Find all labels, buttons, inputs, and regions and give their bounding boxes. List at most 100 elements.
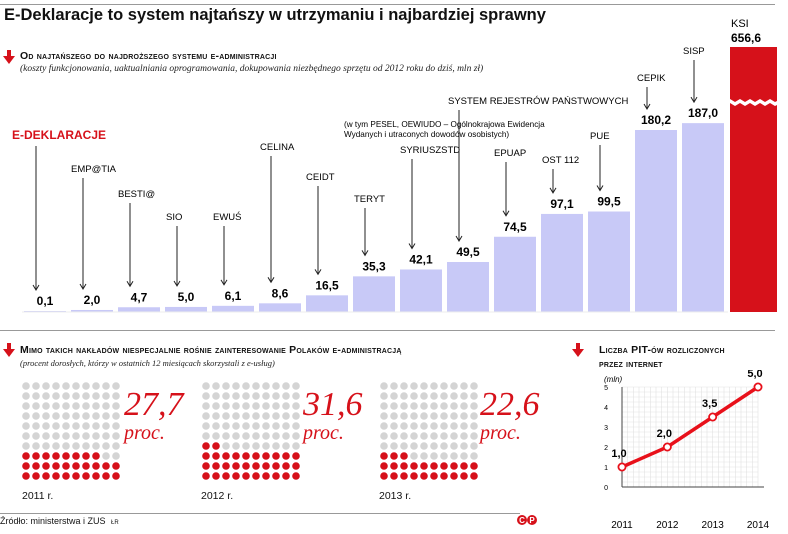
bar-category-label: CEIDT: [306, 172, 335, 183]
leader-arrow: [314, 269, 322, 276]
y-tick-label: 5: [604, 385, 608, 392]
dot-empty: [52, 422, 60, 430]
data-point: [708, 412, 718, 422]
dot-empty: [272, 432, 280, 440]
bar: [212, 305, 254, 312]
bar-annotation-line1: (w tym PESEL, OEWIUDO – Ogólnokrajowa Ew…: [344, 120, 545, 129]
dot-filled: [252, 472, 260, 480]
dot-empty: [232, 392, 240, 400]
dot-filled: [202, 462, 210, 470]
dot-empty: [380, 382, 388, 390]
dot-empty: [460, 452, 468, 460]
dot-filled: [212, 462, 220, 470]
dot-empty: [32, 382, 40, 390]
bar: [541, 213, 583, 312]
leader-arrow: [126, 280, 134, 288]
dot-empty: [430, 442, 438, 450]
dot-filled: [292, 462, 300, 470]
dot-empty: [222, 412, 230, 420]
dot-empty: [380, 432, 388, 440]
dot-filled: [242, 462, 250, 470]
dot-empty: [52, 402, 60, 410]
dot-empty: [252, 442, 260, 450]
dot-empty: [292, 382, 300, 390]
dot-filled: [400, 452, 408, 460]
dot-empty: [32, 402, 40, 410]
dot-filled: [222, 462, 230, 470]
dot-filled: [262, 462, 270, 470]
dot-empty: [262, 402, 270, 410]
series-line: [621, 385, 759, 469]
dot-empty: [62, 422, 70, 430]
dot-empty: [102, 402, 110, 410]
dot-filled: [52, 452, 60, 460]
dot-empty: [272, 412, 280, 420]
dot-empty: [52, 442, 60, 450]
data-label: 5,0: [747, 370, 762, 380]
dot-empty: [380, 422, 388, 430]
dot-empty: [272, 422, 280, 430]
data-label: 1,0: [611, 448, 626, 460]
dot-empty: [450, 412, 458, 420]
dot-filled: [22, 472, 30, 480]
dot-filled: [112, 472, 120, 480]
dot-filled: [282, 472, 290, 480]
dot-empty: [32, 412, 40, 420]
dot-empty: [92, 412, 100, 420]
dot-empty: [282, 442, 290, 450]
dot-empty: [420, 412, 428, 420]
dot-filled: [82, 462, 90, 470]
dot-filled: [272, 462, 280, 470]
dot-filled: [282, 462, 290, 470]
data-point: [662, 442, 672, 452]
bar-chart: 0,1 E-DEKLARACJE 2,0 EMP@TIA 4,7 BESTI@ 5,0 SIO…: [12, 18, 777, 313]
dot-filled: [262, 452, 270, 460]
dot-empty: [112, 452, 120, 460]
dot-empty: [380, 412, 388, 420]
bar-category-label: EWUŚ: [213, 211, 242, 223]
dot-empty: [420, 422, 428, 430]
leader-arrow: [79, 283, 87, 290]
bar: [400, 269, 442, 312]
dot-empty: [42, 432, 50, 440]
bar-category-label: KSI: [731, 18, 749, 30]
dot-empty: [262, 422, 270, 430]
dot-empty: [292, 412, 300, 420]
dot-empty: [92, 432, 100, 440]
section1-title: Od najtańszego do najdroższego systemu e…: [20, 50, 277, 62]
dot-empty: [430, 382, 438, 390]
dot-empty: [82, 442, 90, 450]
dot-empty: [420, 402, 428, 410]
bar-category-label: EPUAP: [494, 148, 526, 159]
dot-filled: [282, 452, 290, 460]
dot-filled: [42, 452, 50, 460]
dot-filled: [92, 452, 100, 460]
dot-empty: [82, 422, 90, 430]
dot-empty: [242, 432, 250, 440]
dot-filled: [72, 472, 80, 480]
down-arrow-icon: [572, 343, 584, 357]
section2-title: Mimo takich nakładów niespecjalnie rośni…: [20, 344, 402, 356]
dot-filled: [430, 472, 438, 480]
dot-empty: [72, 382, 80, 390]
dot-empty: [410, 452, 418, 460]
dot-filled: [292, 472, 300, 480]
dot-empty: [212, 402, 220, 410]
dot-empty: [450, 382, 458, 390]
dot-empty: [72, 392, 80, 400]
pct-value-2012: 31,6: [303, 386, 363, 423]
dot-empty: [470, 452, 478, 460]
dot-empty: [410, 402, 418, 410]
dot-empty: [112, 412, 120, 420]
dot-empty: [112, 432, 120, 440]
dot-empty: [62, 412, 70, 420]
dot-filled: [430, 462, 438, 470]
dot-empty: [390, 422, 398, 430]
leader-arrow: [643, 103, 651, 110]
dot-filled: [222, 472, 230, 480]
dot-filled: [440, 472, 448, 480]
dot-empty: [112, 402, 120, 410]
x-tick-label: 2013: [702, 520, 725, 531]
dot-empty: [92, 382, 100, 390]
dot-empty: [460, 392, 468, 400]
